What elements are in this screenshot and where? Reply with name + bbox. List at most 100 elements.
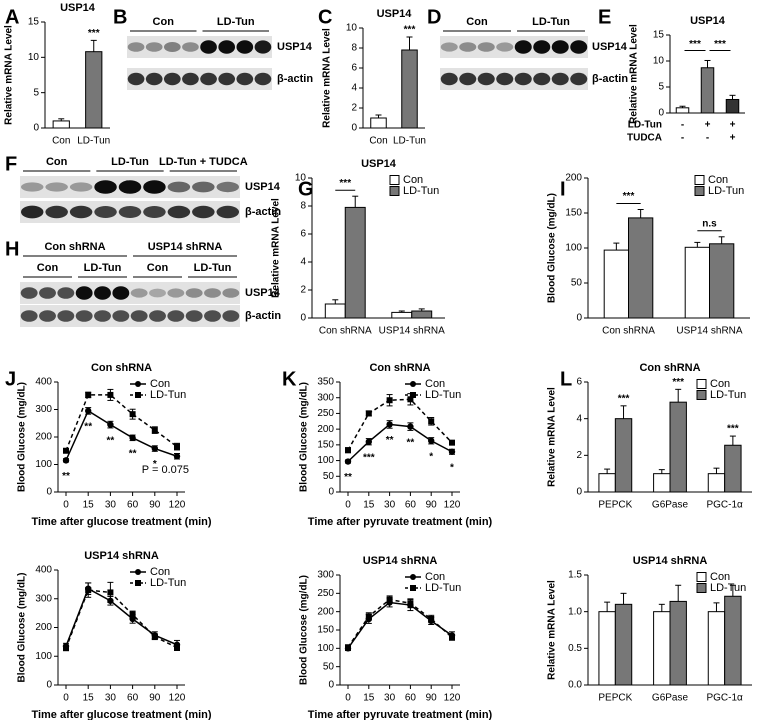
y-tick-label: 100 — [317, 455, 334, 466]
x-tick-label: 90 — [149, 500, 161, 511]
y-tick-label: 200 — [317, 606, 334, 617]
y-tick-label: 200 — [317, 424, 334, 435]
y-tick-label: 50 — [323, 471, 335, 482]
bar — [724, 595, 742, 686]
legend-marker — [135, 392, 141, 398]
x-tick-label: 60 — [127, 500, 139, 511]
bar — [401, 49, 418, 129]
y-tick-label: 4 — [300, 257, 306, 268]
panel-letter: F — [5, 153, 17, 175]
significance-label: * — [153, 459, 157, 470]
panel-letter: E — [598, 6, 611, 28]
blot-group-label: Con — [46, 156, 68, 168]
blot-band — [236, 40, 254, 54]
blot-group-label: USP14 shRNA — [148, 241, 223, 253]
x-tick-label: 120 — [169, 500, 186, 511]
panel-letter: C — [318, 6, 332, 28]
blot-band — [20, 182, 44, 192]
x-tick-label: LD-Tun — [77, 136, 110, 147]
legend-swatch — [696, 379, 707, 389]
blot-band — [167, 181, 191, 193]
point — [151, 633, 158, 640]
y-axis-label: Blood Glucose (mg/dL) — [299, 575, 310, 685]
blot-band — [39, 310, 56, 322]
blot-strip — [440, 36, 588, 58]
point — [448, 448, 456, 455]
legend-label: Con — [150, 566, 170, 578]
significance-label: *** — [618, 393, 630, 404]
y-tick-label: 1.0 — [568, 606, 582, 617]
x-tick-label: Con shRNA — [602, 326, 655, 337]
blot-band — [218, 72, 236, 86]
point — [107, 589, 114, 596]
blot-band — [204, 288, 221, 298]
point — [365, 410, 372, 417]
y-tick-label: 250 — [317, 588, 334, 599]
point — [173, 453, 181, 460]
blot-band — [204, 310, 221, 322]
blot-band — [57, 287, 75, 299]
y-tick-label: 6 — [576, 377, 582, 388]
blot-band — [440, 72, 458, 86]
blot-band — [75, 286, 93, 300]
y-tick-label: 0 — [328, 487, 334, 498]
x-tick-label: 90 — [426, 693, 438, 704]
x-tick-label: PGC-1α — [706, 693, 743, 704]
point — [407, 396, 414, 403]
legend-label: LD-Tun — [710, 389, 746, 401]
y-tick-label: 15 — [653, 30, 665, 41]
x-tick-label: 0 — [63, 693, 69, 704]
blot-band — [94, 180, 117, 194]
legend-marker — [135, 569, 141, 575]
y-tick-label: 350 — [317, 377, 334, 388]
blot-band — [514, 40, 532, 54]
chart-title: USP14 — [60, 2, 96, 14]
blot-band — [39, 287, 56, 299]
y-tick-label: 0 — [576, 487, 582, 498]
point — [428, 418, 435, 425]
x-tick-label: 60 — [405, 693, 417, 704]
blot-band — [20, 205, 44, 219]
x-tick-label: 120 — [444, 500, 461, 511]
blot-group-label: LD-Tun — [532, 16, 570, 28]
blot-group-label: Con — [153, 16, 175, 28]
point — [345, 447, 351, 454]
point — [151, 445, 158, 452]
blot-band — [130, 310, 148, 322]
x-tick-label: Con shRNA — [319, 326, 372, 337]
y-tick-label: 250 — [317, 408, 334, 419]
bar — [598, 611, 616, 686]
blot-band — [130, 288, 148, 298]
legend-swatch — [389, 186, 400, 196]
blot-band — [143, 180, 166, 194]
bar — [684, 246, 711, 319]
x-tick-label: 15 — [83, 693, 95, 704]
series-line — [65, 409, 178, 461]
y-tick-label: 2 — [300, 285, 306, 296]
bar — [344, 206, 366, 319]
treatment-label: LD-Tun — [628, 120, 662, 131]
x-tick-label: PGC-1α — [706, 500, 743, 511]
point — [449, 634, 455, 641]
legend-marker — [135, 580, 141, 586]
bar — [709, 243, 735, 319]
series-line — [65, 589, 178, 649]
y-tick-label: 100 — [35, 459, 52, 470]
significance-label: *** — [404, 25, 416, 36]
blot-band — [477, 42, 495, 52]
blot-band — [145, 72, 163, 86]
x-tick-label: 120 — [169, 693, 186, 704]
blot-strip — [20, 305, 240, 327]
blot-group-label: LD-Tun — [217, 16, 255, 28]
blot-band — [218, 40, 236, 54]
significance-label: ** — [107, 435, 115, 446]
point — [386, 421, 393, 428]
y-tick-label: 0.5 — [568, 643, 582, 654]
series-line — [65, 587, 178, 647]
y-tick-label: 5 — [658, 82, 664, 93]
x-tick-label: 60 — [127, 693, 139, 704]
x-tick-label: 15 — [363, 693, 375, 704]
panel-letter: K — [282, 368, 297, 390]
point — [365, 613, 372, 620]
